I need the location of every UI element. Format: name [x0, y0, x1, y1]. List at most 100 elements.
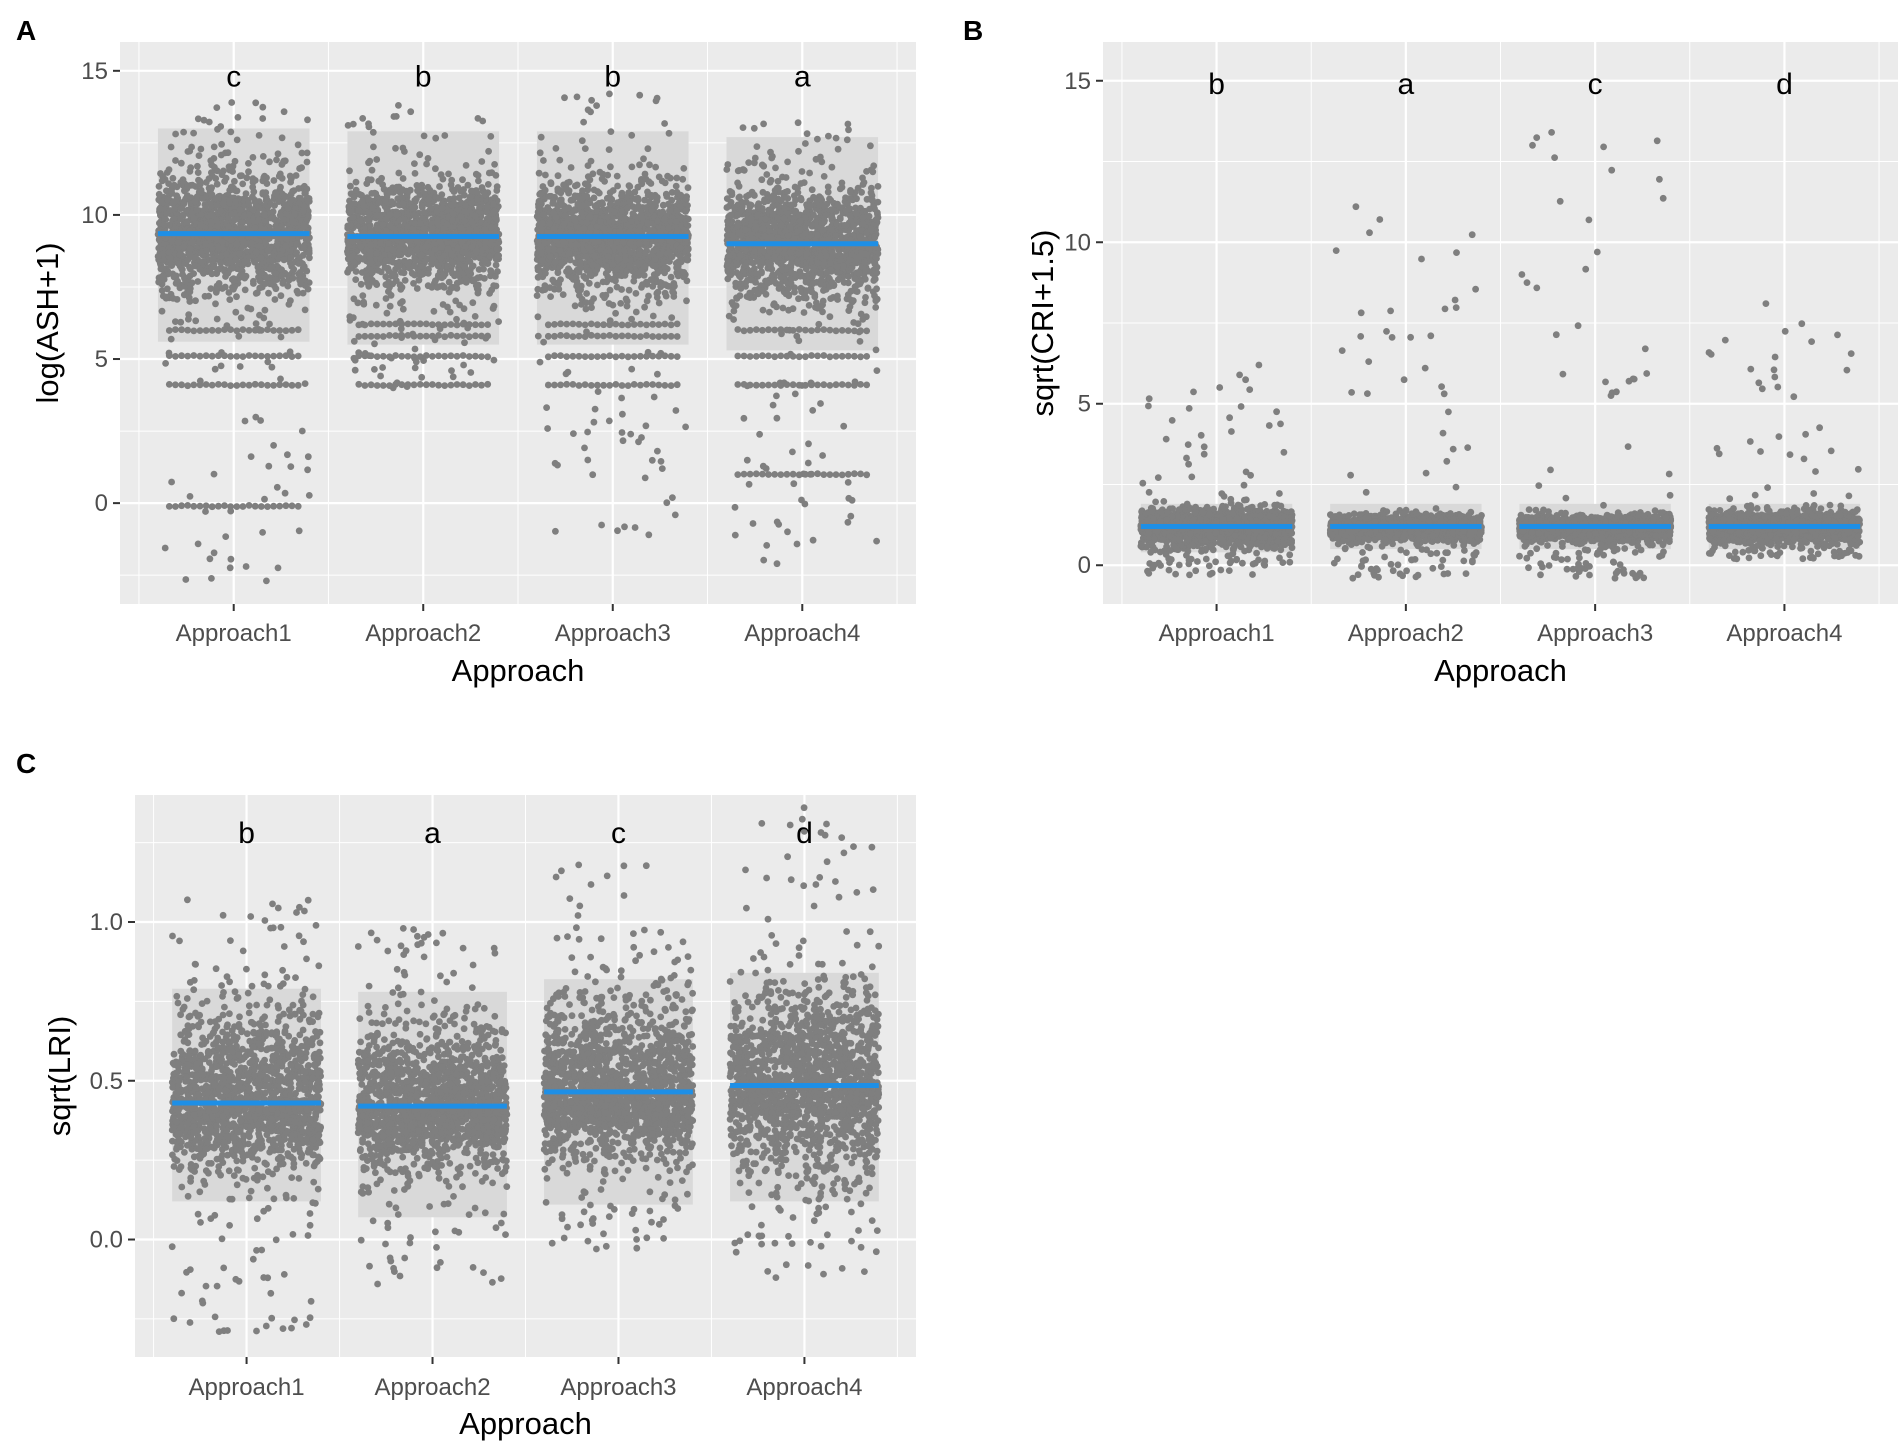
- data-point: [287, 259, 294, 267]
- data-point: [571, 192, 579, 200]
- data-point: [365, 120, 372, 128]
- data-point: [357, 243, 365, 250]
- data-point: [373, 353, 381, 360]
- data-point: [208, 503, 216, 511]
- data-point: [346, 167, 353, 175]
- data-point: [392, 144, 399, 152]
- data-point: [276, 327, 284, 334]
- data-point: [186, 167, 194, 175]
- data-point: [599, 278, 607, 286]
- data-point: [251, 177, 259, 184]
- data-point: [224, 149, 232, 157]
- data-point: [211, 163, 218, 171]
- data-point: [250, 277, 257, 285]
- data-point: [567, 164, 575, 171]
- data-point: [170, 215, 178, 222]
- data-point: [255, 132, 263, 139]
- data-point: [574, 286, 582, 294]
- data-point: [614, 527, 621, 535]
- data-point: [172, 503, 179, 510]
- data-point: [352, 276, 360, 283]
- data-point: [649, 282, 657, 290]
- data-point: [429, 381, 436, 388]
- data-point: [613, 172, 621, 180]
- data-point: [433, 208, 441, 215]
- data-point: [217, 259, 225, 267]
- data-point: [392, 320, 399, 328]
- data-point: [536, 358, 544, 366]
- data-point: [375, 199, 383, 206]
- data-point: [182, 576, 190, 583]
- data-point: [275, 172, 283, 180]
- data-point: [635, 227, 643, 235]
- data-point: [671, 511, 679, 519]
- data-point: [233, 136, 241, 144]
- data-point: [429, 225, 436, 233]
- data-point: [251, 326, 259, 334]
- data-point: [233, 353, 241, 360]
- data-point: [663, 499, 671, 507]
- data-point: [668, 238, 676, 246]
- data-point: [648, 276, 656, 284]
- data-point: [184, 502, 192, 509]
- data-point: [218, 171, 226, 179]
- data-point: [462, 202, 469, 210]
- data-point: [360, 203, 368, 210]
- data-point: [618, 192, 625, 199]
- data-point: [355, 333, 363, 340]
- significance-letter: b: [415, 61, 432, 94]
- data-point: [492, 172, 500, 179]
- data-point: [202, 352, 210, 360]
- data-point: [217, 151, 225, 159]
- data-point: [354, 254, 362, 262]
- data-point: [597, 218, 604, 225]
- data-point: [178, 265, 186, 273]
- data-point: [359, 115, 367, 122]
- data-point: [465, 333, 473, 341]
- data-point: [536, 149, 544, 157]
- data-point: [669, 494, 676, 501]
- data-point: [215, 327, 222, 334]
- data-point: [276, 381, 284, 389]
- data-point: [641, 250, 649, 257]
- data-point: [588, 96, 595, 104]
- data-point: [379, 382, 387, 389]
- data-point: [654, 370, 661, 378]
- data-point: [435, 381, 442, 389]
- data-point: [259, 115, 267, 122]
- data-point: [676, 244, 684, 252]
- data-point: [197, 221, 204, 229]
- data-point: [221, 352, 228, 360]
- data-point: [583, 200, 591, 208]
- data-point: [251, 502, 259, 510]
- data-point: [249, 154, 257, 161]
- data-point: [611, 208, 618, 216]
- data-point: [401, 277, 409, 284]
- data-point: [298, 427, 306, 435]
- data-point: [534, 332, 542, 340]
- data-point: [276, 352, 284, 360]
- data-point: [245, 352, 253, 359]
- data-point: [281, 489, 289, 497]
- data-point: [215, 352, 222, 360]
- data-point: [184, 352, 192, 360]
- data-point: [358, 191, 365, 199]
- data-point: [207, 211, 215, 219]
- data-point: [572, 274, 580, 281]
- data-point: [655, 173, 663, 181]
- data-point: [221, 381, 228, 388]
- data-point: [295, 527, 303, 535]
- data-point: [261, 306, 269, 314]
- data-point: [273, 241, 281, 248]
- data-point: [424, 195, 432, 203]
- data-point: [641, 474, 649, 482]
- data-point: [607, 128, 615, 136]
- data-point: [300, 243, 307, 251]
- data-point: [565, 250, 573, 257]
- data-point: [538, 257, 546, 264]
- data-point: [159, 250, 167, 258]
- data-point: [278, 161, 286, 168]
- data-point: [265, 462, 273, 470]
- data-point: [247, 305, 255, 313]
- data-point: [399, 298, 406, 305]
